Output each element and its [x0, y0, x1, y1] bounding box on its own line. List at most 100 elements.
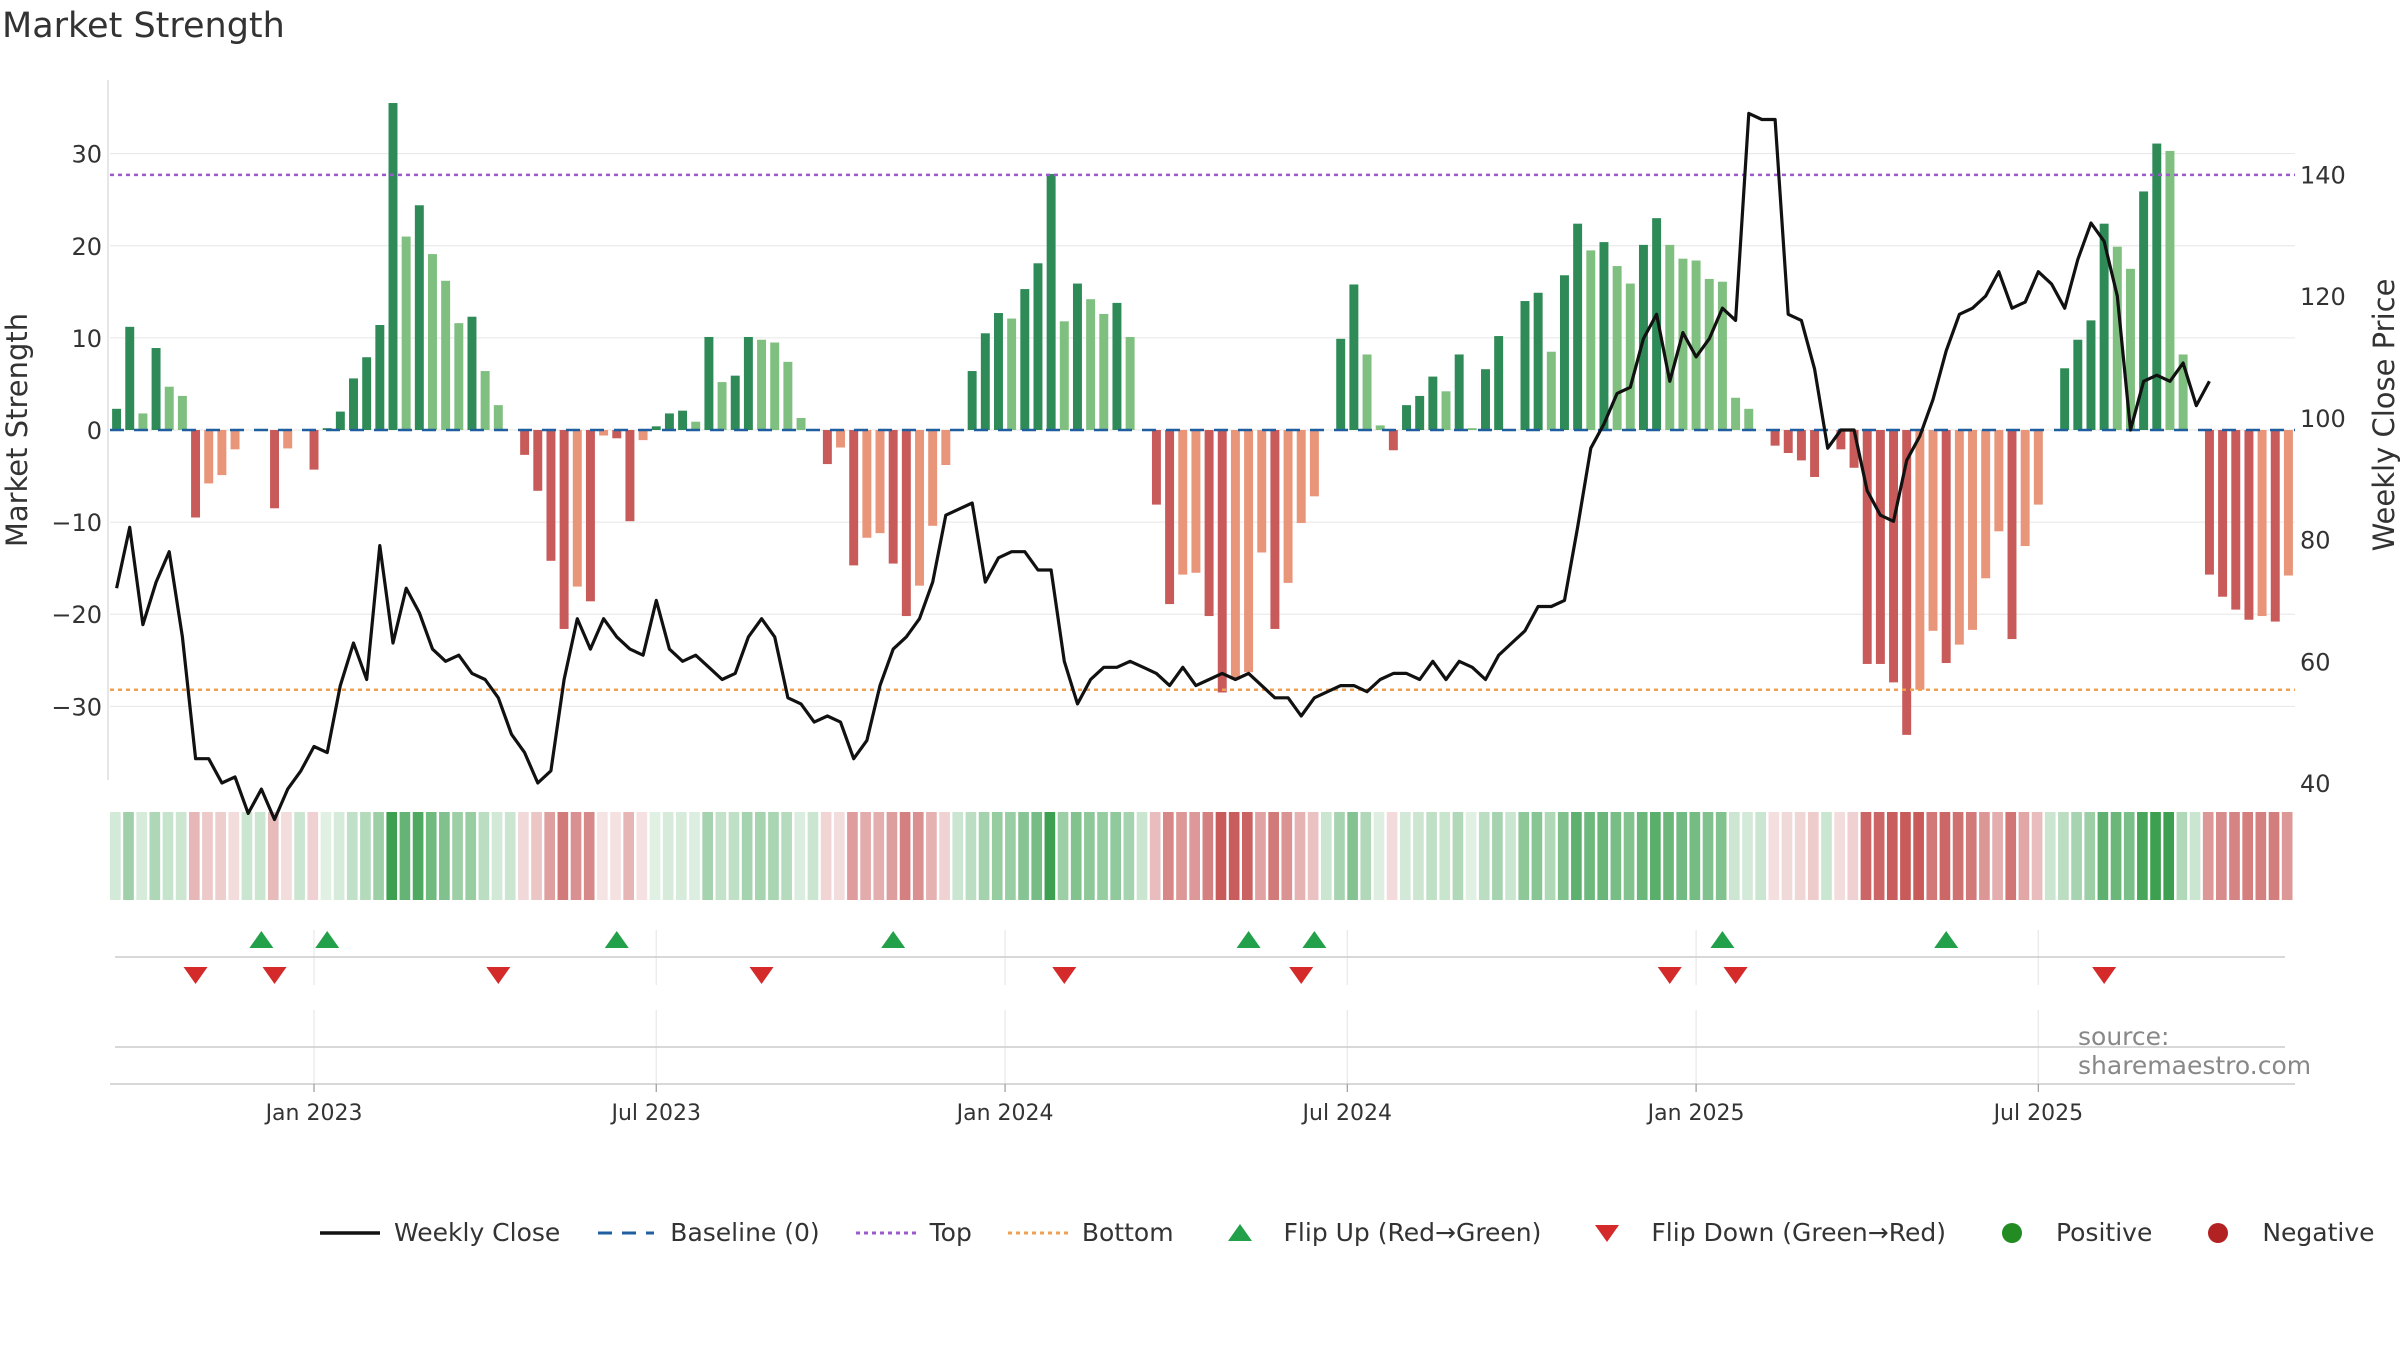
heat-cell — [820, 812, 832, 900]
strength-bar — [717, 382, 727, 430]
heat-cell — [2071, 812, 2082, 900]
strength-bar — [1889, 430, 1899, 683]
flip-down-marker — [486, 967, 511, 984]
strength-bar — [625, 430, 635, 522]
strength-bar — [2112, 246, 2122, 430]
x-tick-label: Jan 2025 — [1646, 1101, 1745, 1126]
legend-glyph — [2208, 1222, 2229, 1243]
heat-cell — [1715, 812, 1727, 900]
strength-bar — [1336, 338, 1346, 430]
heat-cell — [1215, 812, 1227, 900]
strength-bar — [1362, 354, 1372, 430]
heat-cell — [2202, 812, 2214, 900]
heat-cell — [1571, 812, 1582, 900]
heat-cell — [386, 812, 398, 900]
strength-bar — [2244, 430, 2254, 620]
strength-bar — [349, 378, 358, 430]
flip-down-marker — [1657, 967, 1682, 984]
strength-bar — [1309, 430, 1319, 497]
flip-down-marker — [1052, 967, 1077, 984]
heat-cell — [1070, 812, 1082, 900]
strength-bar — [1704, 278, 1714, 430]
heat-cell — [294, 812, 305, 900]
strength-bar — [1151, 430, 1161, 505]
heat-cell — [728, 812, 740, 900]
strength-bar — [1573, 223, 1583, 430]
grid-layer — [110, 153, 2295, 1084]
heat-cell — [452, 812, 463, 900]
heat-cell — [636, 812, 648, 900]
heat-cell — [531, 812, 542, 900]
chart-title: Market Strength — [2, 6, 285, 46]
heat-cell — [1623, 812, 1635, 900]
heat-cell — [1886, 812, 1898, 900]
strength-bar — [546, 430, 556, 561]
heat-cell — [412, 812, 424, 900]
strength-bar — [1283, 430, 1293, 583]
strength-bar — [1783, 430, 1793, 454]
strength-bar — [941, 430, 951, 465]
flip-up-marker — [1236, 931, 1261, 948]
flip-up-marker — [249, 931, 274, 948]
heat-cell — [754, 812, 766, 900]
heat-cell — [1281, 812, 1293, 900]
heat-cell — [373, 812, 384, 900]
y-tick-label: 20 — [71, 233, 102, 261]
heat-cell — [741, 812, 753, 900]
strength-bar — [2218, 430, 2228, 597]
strength-bar — [283, 430, 293, 449]
heat-cell — [1860, 812, 1872, 900]
strength-bar — [1415, 395, 1425, 430]
strength-bar — [704, 336, 714, 430]
heat-cell — [965, 812, 977, 900]
strength-bar — [1059, 321, 1069, 430]
strength-bar — [915, 430, 924, 586]
heat-cell — [2137, 812, 2148, 900]
x-tick-label: Jan 2023 — [264, 1101, 363, 1126]
heat-cell — [1873, 812, 1885, 900]
heat-cell — [2255, 812, 2267, 900]
strength-bar — [1612, 266, 1622, 430]
heat-cell — [1097, 812, 1108, 900]
heat-cell — [1926, 812, 1938, 900]
heat-cell — [2216, 812, 2227, 900]
strength-bar — [730, 375, 740, 430]
strength-bar — [533, 430, 543, 491]
strength-bar — [112, 408, 122, 430]
strength-bar — [2283, 430, 2293, 576]
triangle-up-icon — [1227, 1223, 1252, 1241]
strength-bar — [1862, 430, 1872, 664]
strength-bar — [1230, 430, 1240, 680]
heat-cell — [926, 812, 937, 900]
strength-bar — [928, 430, 938, 526]
heat-cell — [2084, 812, 2096, 900]
heat-cell — [1360, 812, 1372, 900]
weekly-close-line — [115, 111, 2211, 822]
strength-bar — [428, 254, 437, 430]
y2-tick-label: 120 — [2300, 283, 2346, 311]
heat-cell — [2268, 812, 2280, 900]
strength-bar — [743, 336, 753, 430]
strength-bar — [691, 421, 701, 430]
strength-bar — [664, 413, 674, 430]
strength-bar — [2231, 430, 2241, 610]
heat-cell — [1505, 812, 1516, 900]
heat-cell — [1465, 812, 1477, 900]
heat-cell — [1768, 812, 1780, 900]
heat-cell — [952, 812, 964, 900]
legend-glyph — [2001, 1222, 2022, 1243]
strength-bar — [1125, 336, 1135, 430]
flip-down-marker — [262, 967, 287, 984]
heat-cell — [1163, 812, 1174, 900]
heat-cell — [215, 812, 226, 900]
strength-bar — [651, 426, 661, 430]
strength-bar — [1072, 283, 1082, 430]
heat-cell — [1492, 812, 1503, 900]
heat-cell — [1044, 812, 1056, 900]
heat-cell — [478, 812, 490, 900]
heat-cell — [1952, 812, 1964, 900]
strength-bar — [1244, 430, 1254, 673]
strength-bar — [1941, 430, 1951, 664]
strength-bar — [2020, 430, 2030, 547]
strength-bar — [441, 280, 451, 430]
